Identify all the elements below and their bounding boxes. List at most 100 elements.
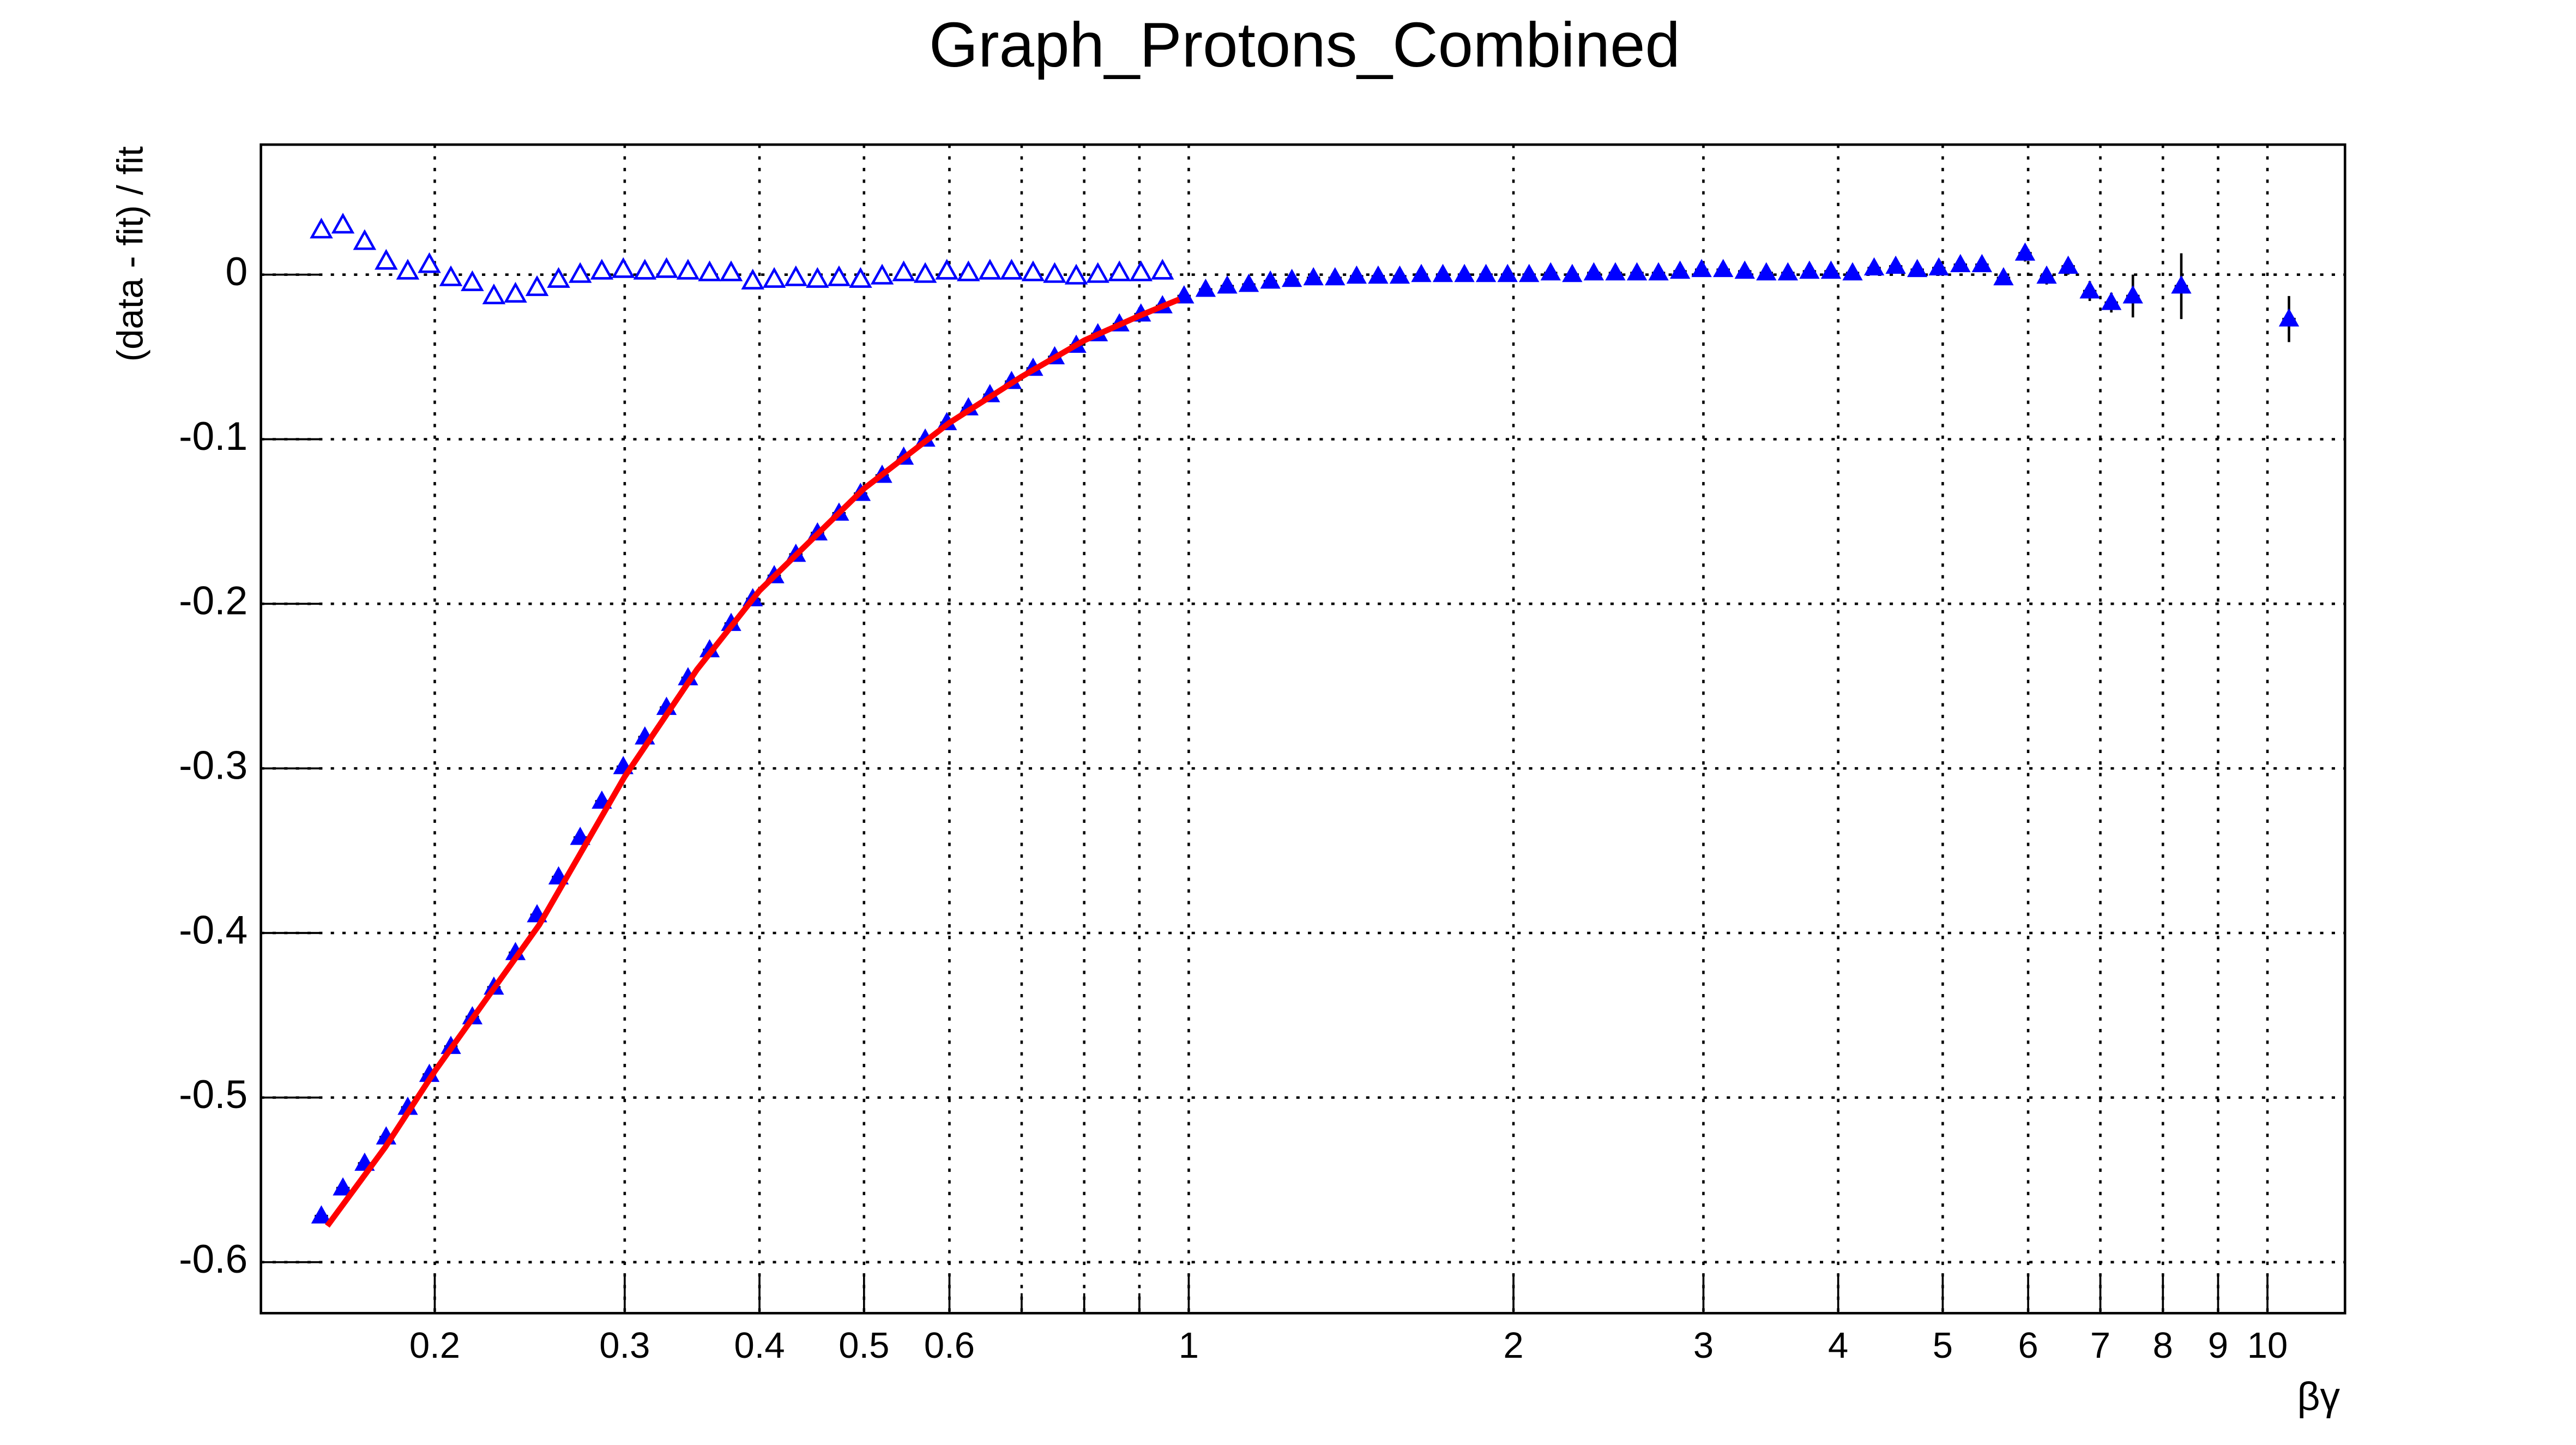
x-tick-label: 2 xyxy=(1503,1325,1523,1366)
data-point xyxy=(1043,262,1066,283)
data-point xyxy=(1195,278,1216,297)
data-point xyxy=(1605,262,1626,281)
data-point xyxy=(2079,280,2100,299)
data-point xyxy=(2101,292,2122,310)
data-point xyxy=(676,258,700,280)
data-point xyxy=(1129,260,1153,281)
data-point xyxy=(1928,257,1949,276)
data-point xyxy=(1691,258,1712,278)
data-point xyxy=(461,270,484,291)
data-point xyxy=(698,260,721,281)
data-point xyxy=(1519,263,1540,282)
data-point xyxy=(1562,263,1583,282)
x-tick-label: 7 xyxy=(2090,1325,2110,1366)
data-point xyxy=(1540,262,1561,281)
data-point xyxy=(1777,262,1799,281)
data-point xyxy=(870,263,894,285)
data-point xyxy=(375,249,398,270)
data-point xyxy=(1820,260,1842,279)
data-point xyxy=(311,1205,332,1224)
fit-curve xyxy=(325,297,1181,1228)
data-point xyxy=(1086,262,1109,283)
data-point xyxy=(1950,254,1971,273)
data-point xyxy=(935,258,959,280)
data-point xyxy=(1389,265,1410,284)
data-point xyxy=(1217,275,1238,294)
data-point xyxy=(568,262,592,283)
data-point xyxy=(1021,260,1045,281)
y-tick-label: -0.6 xyxy=(179,1237,248,1281)
x-tick-label: 3 xyxy=(1693,1325,1714,1366)
data-point xyxy=(1000,258,1023,280)
data-point xyxy=(633,258,657,280)
data-point xyxy=(590,258,614,280)
data-point xyxy=(1648,262,1669,281)
data-point xyxy=(1799,260,1820,279)
data-point xyxy=(978,258,1002,280)
data-point xyxy=(655,257,678,278)
data-point xyxy=(892,260,915,281)
x-tick-label: 0.2 xyxy=(409,1325,460,1366)
data-point xyxy=(439,265,463,286)
x-tick-label: 5 xyxy=(1933,1325,1953,1366)
data-point xyxy=(1260,270,1281,289)
data-point xyxy=(396,258,420,280)
data-point xyxy=(612,257,635,278)
chart-title: Graph_Protons_Combined xyxy=(929,9,1680,80)
x-tick-label: 1 xyxy=(1179,1325,1199,1366)
data-point xyxy=(1863,257,1885,276)
x-tick-label: 0.5 xyxy=(838,1325,889,1366)
data-point xyxy=(1325,267,1346,286)
data-point xyxy=(1281,268,1302,287)
data-point xyxy=(2036,265,2057,284)
data-point xyxy=(1174,285,1195,304)
data-point xyxy=(1454,263,1475,282)
data-point xyxy=(1238,273,1259,292)
data-point xyxy=(1107,260,1131,281)
data-point xyxy=(784,265,808,286)
data-point xyxy=(482,283,506,305)
data-point xyxy=(1432,263,1453,282)
data-point xyxy=(1475,263,1497,282)
data-point xyxy=(1064,263,1088,285)
y-tick-label: -0.1 xyxy=(179,414,248,459)
data-point xyxy=(2122,285,2143,304)
y-tick-label: -0.2 xyxy=(179,579,248,623)
data-point xyxy=(1151,258,1174,280)
x-tick-label: 0.4 xyxy=(734,1325,785,1366)
data-point xyxy=(504,281,527,303)
x-tick-label: 4 xyxy=(1828,1325,1848,1366)
data-point xyxy=(547,267,570,288)
y-axis-title: (data - fit) / fit xyxy=(110,146,151,362)
x-tick-label: 8 xyxy=(2153,1325,2173,1366)
data-point xyxy=(1626,262,1648,281)
x-axis-title: βγ xyxy=(2297,1374,2340,1419)
data-point xyxy=(762,267,786,288)
data-point xyxy=(1842,262,1863,281)
x-tick-label: 9 xyxy=(2208,1325,2228,1366)
data-point xyxy=(1907,258,1928,278)
data-point xyxy=(1411,263,1432,282)
data-point xyxy=(1346,265,1367,284)
data-point xyxy=(849,267,872,288)
data-point xyxy=(1303,267,1324,286)
plot-frame xyxy=(260,143,2346,1315)
x-tick-label: 10 xyxy=(2247,1325,2288,1366)
y-tick-label: -0.5 xyxy=(179,1072,248,1117)
data-point xyxy=(1971,254,1993,273)
data-point xyxy=(331,213,355,234)
data-point xyxy=(353,229,377,250)
data-point xyxy=(827,265,851,286)
data-point xyxy=(1993,267,2014,286)
data-point xyxy=(1497,263,1518,282)
data-point xyxy=(957,260,980,281)
data-point xyxy=(2014,242,2036,261)
data-point xyxy=(741,268,765,290)
data-point xyxy=(1756,262,1777,281)
data-point xyxy=(1713,258,1734,278)
y-tick-label: -0.4 xyxy=(179,907,248,952)
data-point xyxy=(913,262,937,283)
data-point xyxy=(525,275,549,296)
